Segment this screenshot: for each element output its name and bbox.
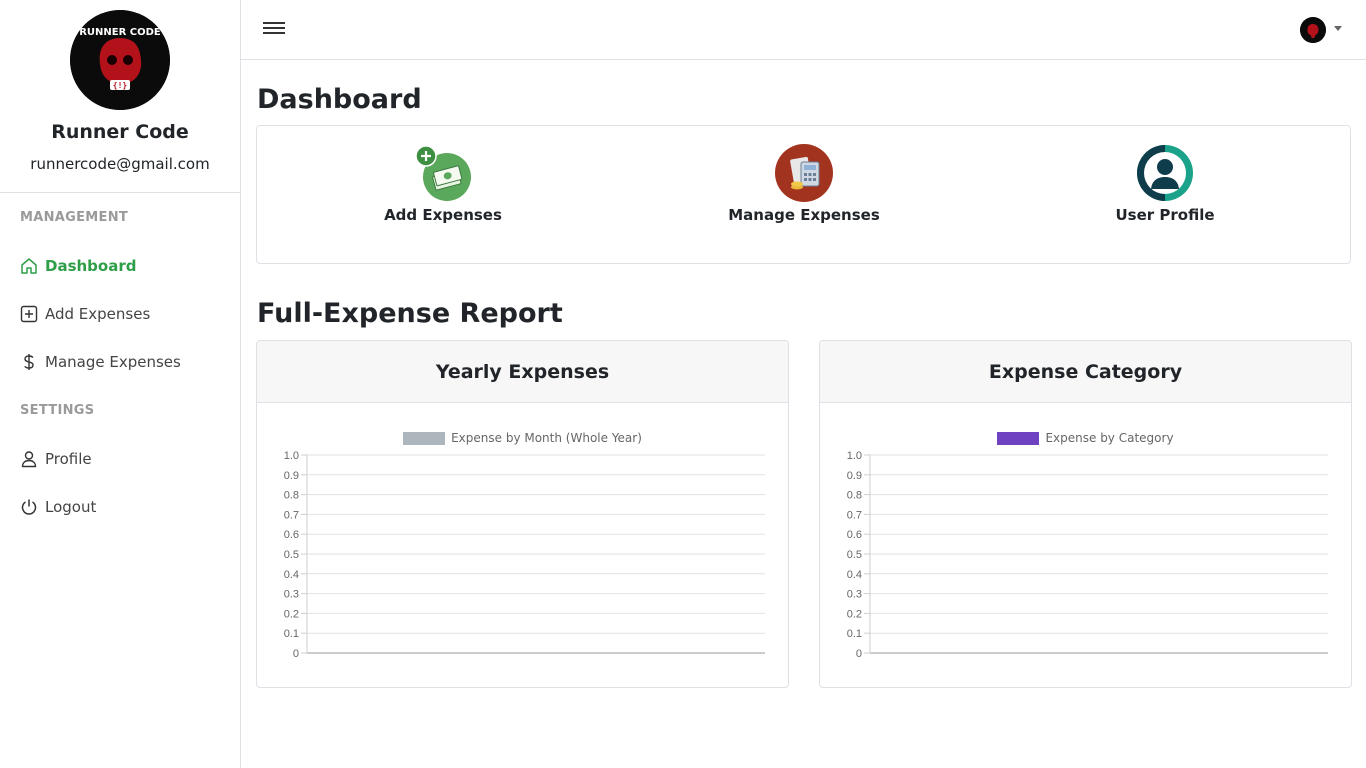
expense-category-chart: Expense by Category 1.0 0.9 0.8 0.7 0.6 0.5 0.… xyxy=(820,403,1351,687)
sidebar-item-logout[interactable]: Logout xyxy=(20,495,96,519)
sidebar-item-dashboard[interactable]: Dashboard xyxy=(20,254,136,278)
y-tick-label: 0 xyxy=(293,648,299,660)
chart-title: Yearly Expenses xyxy=(257,341,788,403)
dollar-icon xyxy=(24,354,34,370)
y-tick-label: 0.9 xyxy=(284,470,299,482)
y-tick-label: 0.3 xyxy=(284,589,299,601)
avatar-icon[interactable] xyxy=(1300,17,1326,43)
y-tick-label: 0.4 xyxy=(847,569,862,581)
y-tick-label: 0.6 xyxy=(847,529,862,541)
sidebar: RUNNER CODE {!} Runner Code runnercode@g… xyxy=(0,0,241,768)
card-label: User Profile xyxy=(1115,206,1215,224)
sidebar-item-label: Logout xyxy=(45,498,97,516)
sidebar-item-label: Profile xyxy=(45,450,92,468)
y-tick-label: 0.5 xyxy=(284,549,299,561)
sidebar-item-profile[interactable]: Profile xyxy=(20,447,92,471)
sidebar-item-label: Manage Expenses xyxy=(45,353,181,371)
y-tick-label: 0.9 xyxy=(847,470,862,482)
user-name: Runner Code xyxy=(51,121,189,143)
sidebar-profile: RUNNER CODE {!} Runner Code runnercode@g… xyxy=(0,0,240,193)
power-icon xyxy=(21,499,37,515)
chart-plot: 1.0 0.9 0.8 0.7 0.6 0.5 0.4 0.3 0.2 0.1 0 xyxy=(847,450,1328,660)
legend-swatch xyxy=(403,431,446,445)
y-tick-label: 0.5 xyxy=(847,549,862,561)
y-tick-label: 0.2 xyxy=(847,608,862,620)
page-title: Dashboard xyxy=(257,84,422,115)
sidebar-item-add-expenses[interactable]: Add Expenses xyxy=(20,302,150,326)
home-icon xyxy=(21,258,37,274)
y-tick-label: 0.3 xyxy=(847,589,862,601)
card-label: Add Expenses xyxy=(384,206,502,224)
profile-avatar: RUNNER CODE {!} xyxy=(70,10,170,110)
sidebar-item-label: Add Expenses xyxy=(45,305,151,323)
section-heading-settings: SETTINGS xyxy=(20,403,95,418)
y-tick-label: 1.0 xyxy=(847,450,862,462)
y-tick-label: 0.1 xyxy=(284,628,299,640)
y-tick-label: 0.2 xyxy=(284,608,299,620)
legend-label: Expense by Category xyxy=(1045,431,1174,445)
y-tick-label: 0 xyxy=(856,648,862,660)
report-title: Full-Expense Report xyxy=(257,298,563,329)
chart-legend[interactable]: Expense by Category xyxy=(820,431,1351,445)
expense-category-card: Expense Category Expense by Category 1.0… xyxy=(819,340,1352,688)
chart-legend[interactable]: Expense by Month (Whole Year) xyxy=(257,431,788,445)
y-tick-label: 0.6 xyxy=(284,529,299,541)
manage-expenses-card[interactable]: Manage Expenses xyxy=(684,144,924,224)
y-tick-label: 0.8 xyxy=(847,490,862,502)
yearly-expenses-chart: Expense by Month (Whole Year) 1.0 0.9 0.8 0… xyxy=(257,403,788,687)
chevron-down-icon[interactable] xyxy=(1334,26,1342,31)
y-tick-label: 0.7 xyxy=(284,509,299,521)
y-tick-label: 0.7 xyxy=(847,509,862,521)
y-tick-label: 0.4 xyxy=(284,569,299,581)
y-tick-label: 0.8 xyxy=(284,490,299,502)
calculator-icon xyxy=(775,144,833,202)
svg-text:RUNNER CODE: RUNNER CODE xyxy=(79,27,161,38)
y-tick-label: 1.0 xyxy=(284,450,299,462)
y-tick-label: 0.1 xyxy=(847,628,862,640)
section-heading-management: MANAGEMENT xyxy=(20,210,129,225)
person-icon xyxy=(21,451,37,468)
plus-square-icon xyxy=(20,305,38,323)
sidebar-item-manage-expenses[interactable]: Manage Expenses xyxy=(20,350,181,374)
top-bar xyxy=(241,0,1366,60)
legend-swatch xyxy=(997,431,1040,445)
user-email: runnercode@gmail.com xyxy=(30,155,210,173)
user-profile-card[interactable]: User Profile xyxy=(1045,144,1285,224)
hamburger-icon[interactable] xyxy=(263,19,285,39)
svg-text:{!}: {!} xyxy=(113,81,128,90)
legend-label: Expense by Month (Whole Year) xyxy=(451,431,642,445)
add-expenses-card[interactable]: Add Expenses xyxy=(323,144,563,224)
yearly-expenses-card: Yearly Expenses Expense by Month (Whole … xyxy=(256,340,789,688)
quick-actions-panel: Add Expenses Manage Expenses xyxy=(256,125,1351,264)
user-circle-icon xyxy=(1136,144,1194,202)
chart-plot: 1.0 0.9 0.8 0.7 0.6 0.5 0.4 0.3 0.2 0.1 0 xyxy=(284,450,765,660)
card-label: Manage Expenses xyxy=(728,206,880,224)
sidebar-item-label: Dashboard xyxy=(45,257,137,275)
add-money-icon xyxy=(414,144,472,202)
chart-title: Expense Category xyxy=(820,341,1351,403)
